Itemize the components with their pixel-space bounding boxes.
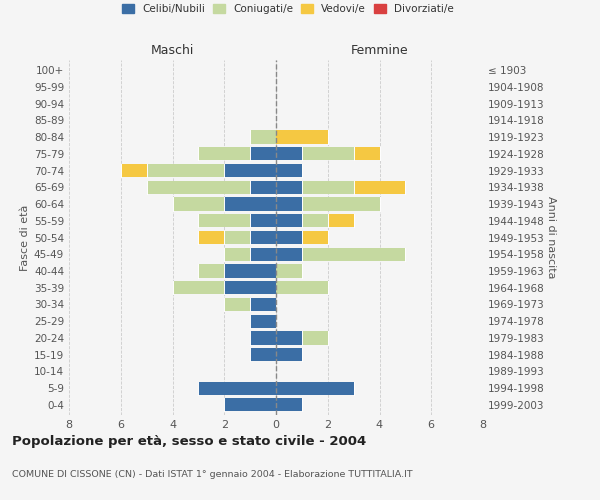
Bar <box>250 180 276 194</box>
Bar <box>353 180 406 194</box>
Y-axis label: Fasce di età: Fasce di età <box>20 204 30 270</box>
Bar <box>250 147 276 160</box>
Bar <box>250 214 276 228</box>
Bar <box>276 214 302 228</box>
Bar <box>276 348 302 361</box>
Bar <box>276 147 302 160</box>
Bar <box>302 248 406 261</box>
Bar <box>328 214 353 228</box>
Bar <box>250 231 276 244</box>
Bar <box>276 130 328 143</box>
Bar <box>224 298 250 311</box>
Bar <box>276 248 302 261</box>
Bar <box>250 298 276 311</box>
Text: Femmine: Femmine <box>350 44 409 58</box>
Bar <box>224 248 250 261</box>
Bar <box>224 281 276 294</box>
Bar <box>302 214 328 228</box>
Bar <box>276 382 353 394</box>
Bar <box>250 348 276 361</box>
Bar <box>173 281 224 294</box>
Bar <box>146 164 224 177</box>
Text: Popolazione per età, sesso e stato civile - 2004: Popolazione per età, sesso e stato civil… <box>12 435 366 448</box>
Bar <box>146 180 250 194</box>
Bar <box>250 332 276 344</box>
Bar <box>276 231 302 244</box>
Bar <box>224 264 276 278</box>
Bar <box>302 198 380 210</box>
Bar <box>302 147 353 160</box>
Bar <box>353 147 380 160</box>
Bar <box>276 180 302 194</box>
Bar <box>199 382 276 394</box>
Bar <box>173 198 224 210</box>
Bar <box>276 398 302 411</box>
Bar <box>276 281 328 294</box>
Bar <box>276 332 302 344</box>
Bar <box>250 248 276 261</box>
Bar <box>276 164 302 177</box>
Bar <box>302 231 328 244</box>
Bar <box>199 214 250 228</box>
Bar <box>276 264 302 278</box>
Bar <box>250 314 276 328</box>
Bar <box>224 231 250 244</box>
Bar <box>121 164 146 177</box>
Bar <box>199 147 250 160</box>
Bar <box>199 264 224 278</box>
Bar <box>302 180 353 194</box>
Bar <box>276 198 302 210</box>
Bar <box>302 332 328 344</box>
Y-axis label: Anni di nascita: Anni di nascita <box>546 196 556 279</box>
Legend: Celibi/Nubili, Coniugati/e, Vedovi/e, Divorziati/e: Celibi/Nubili, Coniugati/e, Vedovi/e, Di… <box>118 0 458 18</box>
Bar <box>250 130 276 143</box>
Bar <box>224 164 276 177</box>
Bar <box>199 231 224 244</box>
Text: Maschi: Maschi <box>151 44 194 58</box>
Text: COMUNE DI CISSONE (CN) - Dati ISTAT 1° gennaio 2004 - Elaborazione TUTTITALIA.IT: COMUNE DI CISSONE (CN) - Dati ISTAT 1° g… <box>12 470 413 479</box>
Bar <box>224 398 276 411</box>
Bar <box>224 198 276 210</box>
